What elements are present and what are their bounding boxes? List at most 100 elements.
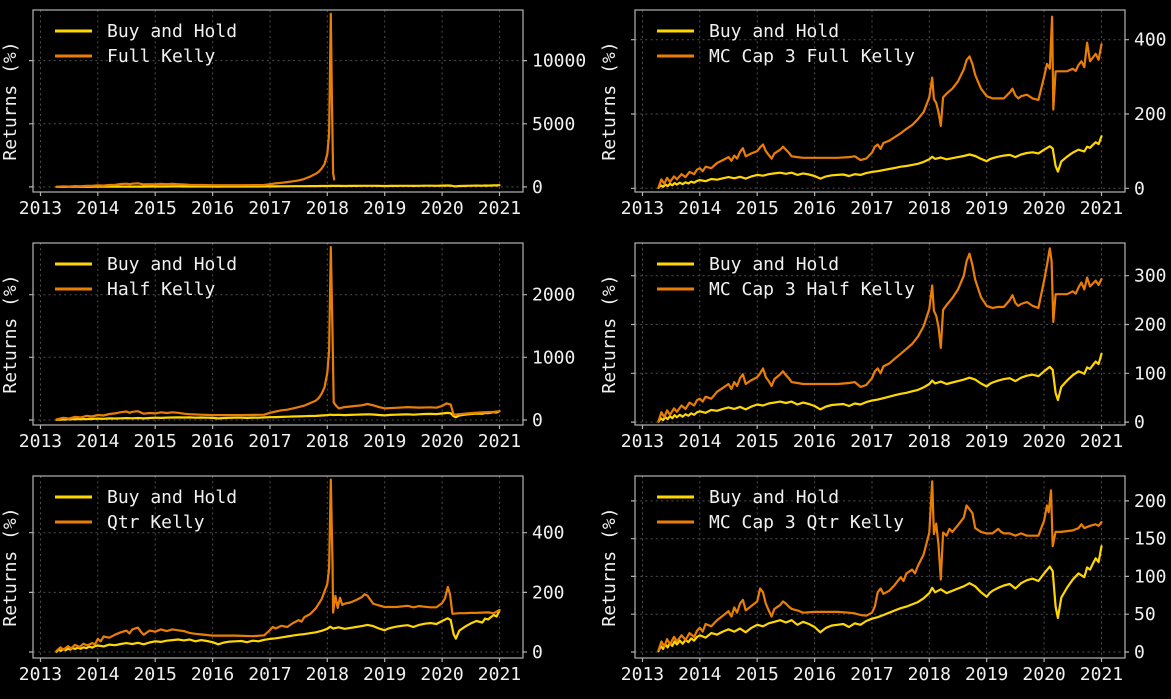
x-tick-label: 2018 xyxy=(306,664,349,685)
x-tick-label: 2017 xyxy=(850,664,893,685)
tick-marks xyxy=(631,39,1129,196)
chart-panel-mc-cap-3-full-kelly: 2013 2014 2015 2016 2017 2018 2019 2020 2021 0 200… xyxy=(585,0,1171,233)
y-tick-label: 200 xyxy=(532,582,565,603)
x-tick-label: 2018 xyxy=(306,198,349,219)
x-tick-label: 2021 xyxy=(478,198,521,219)
y-tick-label: 100 xyxy=(1134,566,1167,587)
x-tick-label: 2013 xyxy=(19,664,62,685)
x-tick-label: 2014 xyxy=(76,431,119,452)
x-tick-label: 2018 xyxy=(306,431,349,452)
y-tick-label: 0 xyxy=(1134,178,1145,199)
chart-mc-cap-3-full-kelly: 2013 2014 2015 2016 2017 2018 2019 2020 2021 0 200… xyxy=(599,9,1167,219)
y-tick-label: 0 xyxy=(532,410,543,431)
y-tick-label: 0 xyxy=(1134,642,1145,663)
y-tick-label: 0 xyxy=(1134,412,1145,433)
y-tick-label: 50 xyxy=(1134,604,1156,625)
buy-and-hold-line xyxy=(55,609,501,653)
tick-marks xyxy=(29,532,527,662)
buy-and-hold-line xyxy=(657,352,1103,423)
x-tick-label: 2018 xyxy=(908,431,951,452)
y-tick-label: 400 xyxy=(1134,30,1167,51)
tick-marks xyxy=(631,275,1129,429)
x-tick-label: 2019 xyxy=(363,198,406,219)
x-tick-label: 2014 xyxy=(76,664,119,685)
x-tick-label: 2019 xyxy=(965,198,1008,219)
y-axis-label: Returns (%) xyxy=(0,507,21,626)
x-tick-label: 2020 xyxy=(420,664,463,685)
legend-kelly-label: Full Kelly xyxy=(107,46,216,67)
x-tick-label: 2014 xyxy=(678,664,721,685)
legend-kelly-label: Half Kelly xyxy=(107,279,216,300)
x-tick-label: 2019 xyxy=(965,664,1008,685)
y-axis-label: Returns (%) xyxy=(599,507,620,626)
buy-and-hold-line xyxy=(55,410,501,421)
chart-half-kelly: 2013 2014 2015 2016 2017 2018 2019 2020 2021 0 100… xyxy=(0,242,575,452)
plot-border xyxy=(634,242,1126,426)
legend-buy-and-hold-label: Buy and Hold xyxy=(709,21,839,42)
y-tick-label: 2000 xyxy=(532,285,575,306)
y-tick-label: 5000 xyxy=(532,114,575,135)
x-tick-label: 2020 xyxy=(1022,198,1065,219)
x-tick-label: 2018 xyxy=(908,198,951,219)
x-tick-label: 2021 xyxy=(478,431,521,452)
legend-kelly-label: MC Cap 3 Full Kelly xyxy=(709,46,915,67)
chart-mc-cap-3-qtr-kelly: 2013 2014 2015 2016 2017 2018 2019 2020 2021 0 50 1… xyxy=(599,475,1167,685)
chart-panel-half-kelly: 2013 2014 2015 2016 2017 2018 2019 2020 2021 0 100… xyxy=(0,233,585,466)
plot-border xyxy=(634,9,1126,193)
x-tick-label: 2015 xyxy=(736,198,779,219)
buy-and-hold-line xyxy=(657,135,1103,189)
y-axis-label: Returns (%) xyxy=(0,274,21,393)
x-tick-label: 2016 xyxy=(191,198,234,219)
chart-panel-qtr-kelly: 2013 2014 2015 2016 2017 2018 2019 2020 2021 0 200… xyxy=(0,466,585,699)
y-tick-label: 0 xyxy=(532,642,543,663)
x-tick-label: 2013 xyxy=(621,198,664,219)
legend-buy-and-hold-label: Buy and Hold xyxy=(107,21,237,42)
x-tick-label: 2015 xyxy=(134,664,177,685)
x-tick-label: 2017 xyxy=(248,431,291,452)
x-tick-label: 2013 xyxy=(19,198,62,219)
legend-buy-and-hold-label: Buy and Hold xyxy=(107,487,237,508)
legend-buy-and-hold-label: Buy and Hold xyxy=(107,254,237,275)
x-tick-label: 2020 xyxy=(1022,664,1065,685)
y-axis-label: Returns (%) xyxy=(599,41,620,160)
tick-marks xyxy=(29,294,527,429)
x-tick-label: 2017 xyxy=(850,198,893,219)
buy-and-hold-line xyxy=(657,545,1103,653)
kelly-line xyxy=(657,480,1103,652)
y-tick-label: 10000 xyxy=(532,51,585,72)
y-tick-label: 0 xyxy=(532,177,543,198)
kelly-line xyxy=(657,15,1103,189)
y-tick-label: 150 xyxy=(1134,529,1167,550)
x-tick-label: 2020 xyxy=(420,431,463,452)
x-tick-label: 2013 xyxy=(621,664,664,685)
x-tick-label: 2019 xyxy=(363,664,406,685)
x-tick-label: 2016 xyxy=(793,664,836,685)
x-tick-label: 2020 xyxy=(420,198,463,219)
y-tick-label: 100 xyxy=(1134,363,1167,384)
x-tick-label: 2019 xyxy=(363,431,406,452)
x-tick-label: 2015 xyxy=(736,664,779,685)
x-tick-label: 2014 xyxy=(678,198,721,219)
x-tick-label: 2021 xyxy=(478,664,521,685)
tick-marks xyxy=(631,500,1129,662)
y-tick-label: 1000 xyxy=(532,347,575,368)
legend-kelly-label: MC Cap 3 Half Kelly xyxy=(709,279,915,300)
y-tick-label: 200 xyxy=(1134,314,1167,335)
x-tick-label: 2017 xyxy=(248,664,291,685)
x-tick-label: 2013 xyxy=(621,431,664,452)
x-tick-label: 2020 xyxy=(1022,431,1065,452)
chart-panel-mc-cap-3-qtr-kelly: 2013 2014 2015 2016 2017 2018 2019 2020 2021 0 50 1… xyxy=(585,466,1171,699)
x-tick-label: 2014 xyxy=(76,198,119,219)
gridlines xyxy=(33,476,523,658)
chart-panel-mc-cap-3-half-kelly: 2013 2014 2015 2016 2017 2018 2019 2020 2021 0 100… xyxy=(585,233,1171,466)
kelly-line xyxy=(657,247,1103,423)
y-tick-label: 200 xyxy=(1134,104,1167,125)
gridlines xyxy=(635,476,1125,658)
chart-qtr-kelly: 2013 2014 2015 2016 2017 2018 2019 2020 2021 0 200… xyxy=(0,475,565,685)
x-tick-label: 2017 xyxy=(850,431,893,452)
x-tick-label: 2016 xyxy=(793,198,836,219)
legend-buy-and-hold-label: Buy and Hold xyxy=(709,254,839,275)
buy-and-hold-line xyxy=(55,184,501,188)
chart-full-kelly: 2013 2014 2015 2016 2017 2018 2019 2020 2021 0 500… xyxy=(0,9,585,219)
gridlines xyxy=(635,10,1125,192)
